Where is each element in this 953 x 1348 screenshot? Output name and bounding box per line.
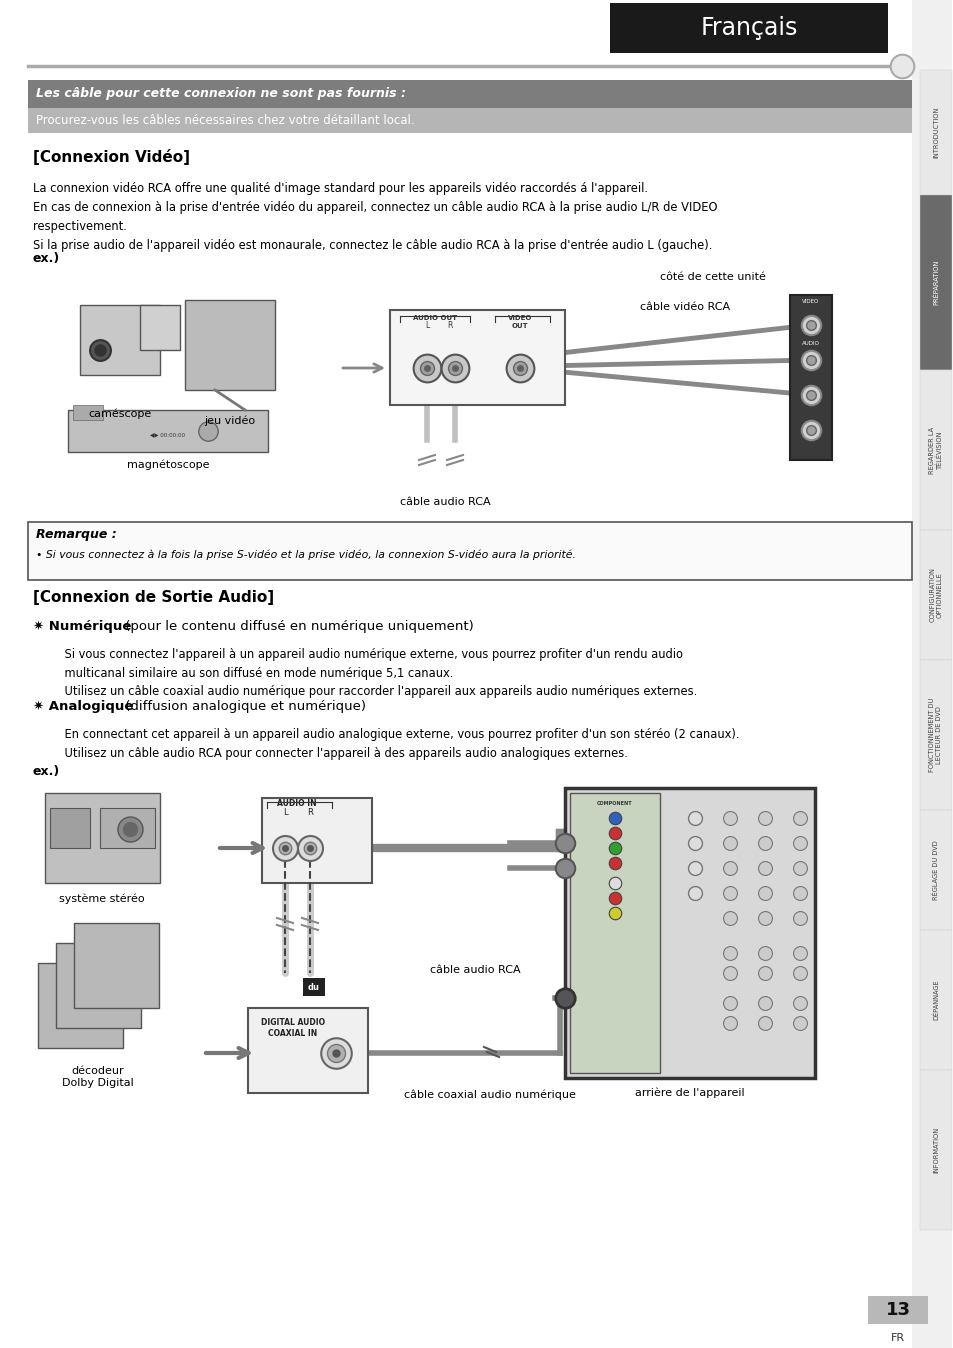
Text: INTRODUCTION: INTRODUCTION: [932, 106, 938, 158]
Text: ◀▶ 00:00:00: ◀▶ 00:00:00: [151, 433, 185, 438]
Text: Si vous connectez l'appareil à un appareil audio numérique externe, vous pourrez: Si vous connectez l'appareil à un appare…: [50, 648, 697, 698]
Bar: [919, 930, 951, 1070]
Text: Procurez-vous les câbles nécessaires chez votre détaillant local.: Procurez-vous les câbles nécessaires che…: [36, 115, 415, 127]
Text: du: du: [308, 983, 319, 992]
Text: côté de cette unité: côté de cette unité: [659, 272, 765, 282]
Text: FR: FR: [890, 1333, 904, 1343]
Text: COMPONENT: COMPONENT: [597, 801, 632, 806]
Bar: [919, 70, 951, 195]
Text: En connectant cet appareil à un appareil audio analogique externe, vous pourrez : En connectant cet appareil à un appareil…: [50, 728, 739, 759]
Text: câble audio RCA: câble audio RCA: [430, 965, 520, 975]
Text: OUT: OUT: [511, 324, 528, 329]
Text: • Si vous connectez à la fois la prise S-vidéo et la prise vidéo, la connexion S: • Si vous connectez à la fois la prise S…: [36, 550, 576, 559]
Text: [Connexion de Sortie Audio]: [Connexion de Sortie Audio]: [33, 590, 274, 605]
Text: R: R: [307, 807, 313, 817]
Text: arrière de l'appareil: arrière de l'appareil: [635, 1088, 744, 1099]
Bar: [56, 944, 141, 1029]
Bar: [100, 807, 154, 848]
Bar: [73, 404, 103, 421]
Text: Français: Français: [700, 16, 797, 40]
Bar: [248, 1008, 368, 1093]
Bar: [68, 410, 268, 452]
Text: décodeur
Dolby Digital: décodeur Dolby Digital: [62, 1066, 133, 1088]
Text: câble vidéo RCA: câble vidéo RCA: [639, 302, 729, 311]
Text: La connexion vidéo RCA offre une qualité d'image standard pour les appareils vid: La connexion vidéo RCA offre une qualité…: [33, 182, 717, 252]
Bar: [789, 295, 831, 460]
Bar: [28, 108, 911, 133]
Bar: [45, 793, 160, 883]
Text: AUDIO: AUDIO: [801, 341, 819, 346]
Text: ex.): ex.): [33, 252, 60, 266]
Bar: [28, 522, 911, 580]
Bar: [919, 1070, 951, 1229]
Text: ✷ Analogique: ✷ Analogique: [33, 700, 133, 713]
Text: AUDIO OUT: AUDIO OUT: [413, 315, 456, 321]
Bar: [28, 80, 911, 108]
Bar: [140, 305, 180, 350]
Bar: [262, 798, 372, 883]
Bar: [390, 310, 564, 404]
Bar: [919, 661, 951, 810]
Bar: [564, 789, 814, 1078]
Text: caméscope: caméscope: [89, 408, 152, 419]
Bar: [38, 962, 123, 1047]
Text: R: R: [447, 321, 453, 330]
Bar: [919, 810, 951, 930]
Bar: [911, 0, 951, 1348]
Bar: [74, 923, 159, 1008]
Bar: [919, 369, 951, 530]
Text: ✷ Numérique: ✷ Numérique: [33, 620, 132, 634]
Bar: [609, 3, 887, 53]
Text: magnétoscope: magnétoscope: [127, 460, 209, 470]
Bar: [569, 793, 659, 1073]
Bar: [303, 979, 325, 996]
Text: INFORMATION: INFORMATION: [932, 1127, 938, 1173]
Text: jeu vidéo: jeu vidéo: [204, 415, 255, 426]
Text: (pour le contenu diffusé en numérique uniquement): (pour le contenu diffusé en numérique un…: [121, 620, 474, 634]
Bar: [50, 807, 90, 848]
Text: VIDEO: VIDEO: [801, 299, 819, 305]
Text: 13: 13: [884, 1301, 909, 1318]
Bar: [919, 530, 951, 661]
Text: CONFIGURATION
OPTIONNELLE: CONFIGURATION OPTIONNELLE: [928, 568, 942, 623]
Text: DÉPANNAGE: DÉPANNAGE: [932, 980, 939, 1020]
Text: (diffusion analogique et numérique): (diffusion analogique et numérique): [121, 700, 366, 713]
Text: DIGITAL AUDIO
COAXIAL IN: DIGITAL AUDIO COAXIAL IN: [261, 1018, 325, 1038]
Bar: [80, 305, 160, 375]
Bar: [919, 195, 951, 369]
Bar: [867, 1295, 927, 1324]
Text: ex.): ex.): [33, 766, 60, 778]
Text: câble coaxial audio numérique: câble coaxial audio numérique: [404, 1089, 576, 1100]
Text: L: L: [424, 321, 429, 330]
Text: [Connexion Vidéo]: [Connexion Vidéo]: [33, 150, 190, 164]
Text: Les câble pour cette connexion ne sont pas fournis :: Les câble pour cette connexion ne sont p…: [36, 88, 406, 101]
Text: FONCTIONNEMENT DU
LECTEUR DE DVD: FONCTIONNEMENT DU LECTEUR DE DVD: [928, 698, 942, 772]
Text: câble audio RCA: câble audio RCA: [399, 497, 490, 507]
Text: système stéréo: système stéréo: [59, 894, 145, 905]
Text: AUDIO IN: AUDIO IN: [277, 799, 316, 807]
Text: RÉGLAGE DU DVD: RÉGLAGE DU DVD: [932, 840, 939, 900]
Text: VIDEO: VIDEO: [507, 315, 532, 321]
Text: L: L: [282, 807, 287, 817]
Text: REGARDER LA
TÉLÉVISION: REGARDER LA TÉLÉVISION: [928, 426, 942, 473]
Text: Remarque :: Remarque :: [36, 528, 116, 541]
Text: PRÉPARATION: PRÉPARATION: [932, 260, 939, 305]
Bar: [185, 301, 274, 390]
